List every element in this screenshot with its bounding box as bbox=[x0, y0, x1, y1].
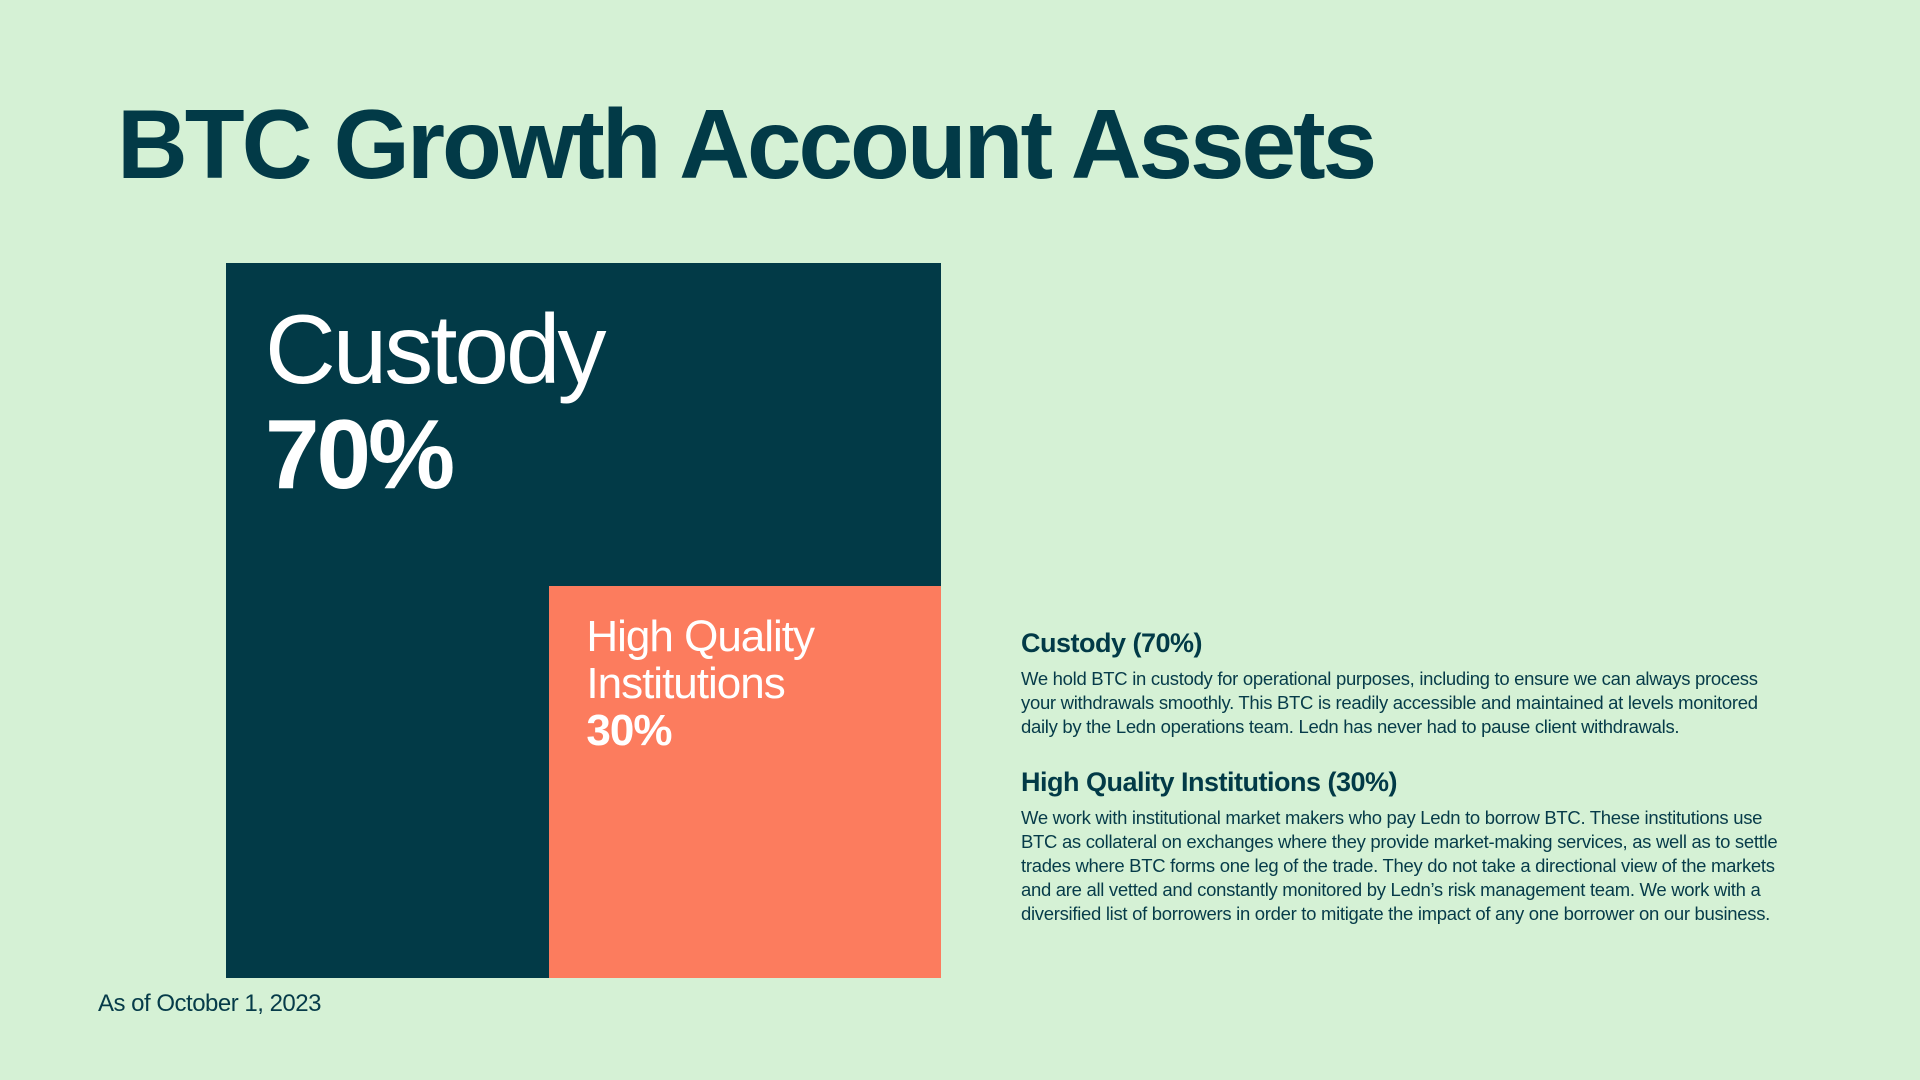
note-heading: Custody (70%) bbox=[1021, 628, 1203, 658]
cell-value: 70% bbox=[265, 398, 455, 509]
treemap-cell: High Quality Institutions 30% bbox=[549, 586, 941, 978]
notes: Custody (70%) We hold BTC in custody for … bbox=[1021, 628, 1781, 954]
cell-value: 30% bbox=[586, 705, 672, 755]
note-text: We hold BTC in custody for operational p… bbox=[1021, 668, 1758, 737]
title: BTC Growth Account Assets bbox=[117, 89, 1377, 199]
cell-label: Custody bbox=[265, 294, 607, 404]
note-text: We work with institutional market makers… bbox=[1021, 807, 1778, 924]
footnote: As of October 1, 2023 bbox=[98, 990, 321, 1017]
note-heading: High Quality Institutions (30%) bbox=[1021, 767, 1398, 797]
treemap: Custody 70% High Quality Institutions 30% bbox=[226, 263, 941, 978]
cell-label: High Quality Institutions bbox=[586, 612, 815, 708]
